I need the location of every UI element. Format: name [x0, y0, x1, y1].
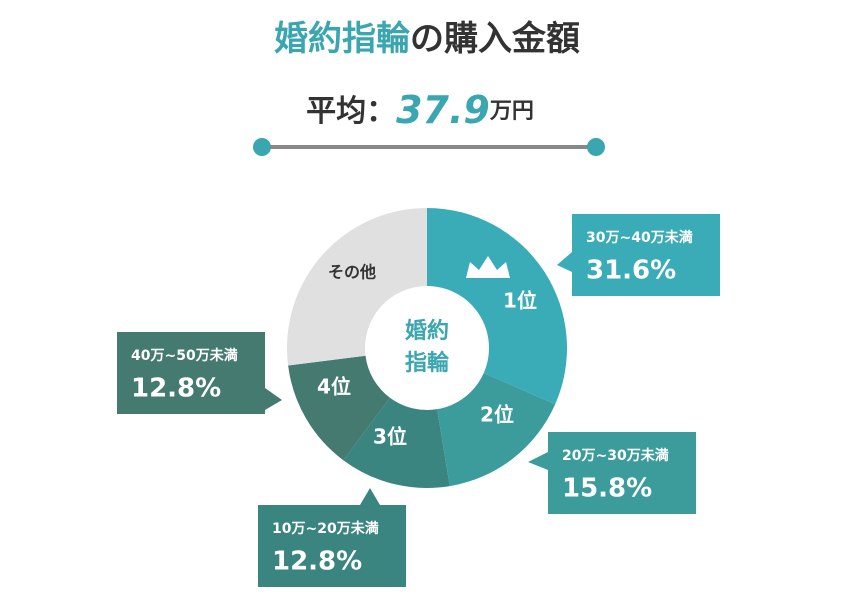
value-label: 12.8%	[272, 547, 362, 577]
average-unit: 万円	[489, 99, 534, 124]
callout-box	[572, 214, 720, 296]
callout-pointer	[360, 488, 380, 505]
callout-pointer	[265, 388, 282, 410]
callout-pointer	[557, 252, 572, 272]
rank-label: 1位	[503, 289, 537, 313]
rank-label: 3位	[373, 425, 407, 449]
title-part: の購入金額	[410, 19, 580, 59]
donut-segment	[437, 372, 556, 487]
average-label: 平均：	[306, 94, 396, 129]
center-label: 婚約	[405, 318, 449, 344]
donut-segment	[287, 208, 427, 366]
value-label: 12.8%	[131, 374, 221, 404]
crown-icon	[466, 256, 510, 278]
average-value: 37.9	[396, 88, 490, 132]
category-label: 20万~30万未満	[562, 447, 669, 464]
title: 婚約指輪の購入金額	[274, 19, 580, 59]
value-label: 15.8%	[562, 474, 652, 504]
category-label: 40万~50万未満	[131, 347, 238, 364]
category-label: その他	[328, 263, 376, 282]
average: 平均：37.9万円	[306, 88, 534, 132]
donut-segment	[288, 355, 390, 461]
rank-label: 2位	[480, 403, 514, 427]
callout-box	[548, 432, 696, 514]
divider-dot	[253, 138, 271, 156]
category-label: 30万~40万未満	[586, 229, 693, 246]
callout-box	[117, 332, 265, 414]
rank-label: 4位	[317, 375, 351, 399]
center-label: 指輪	[405, 350, 450, 376]
title-part: 婚約指輪	[274, 19, 410, 59]
callout-pointer	[528, 452, 548, 470]
divider-dot	[587, 138, 605, 156]
donut-segment	[427, 208, 568, 405]
value-label: 31.6%	[586, 256, 676, 286]
category-label: 10万~20万未満	[272, 520, 379, 537]
callout-box	[258, 505, 406, 587]
donut-segment	[343, 397, 450, 489]
